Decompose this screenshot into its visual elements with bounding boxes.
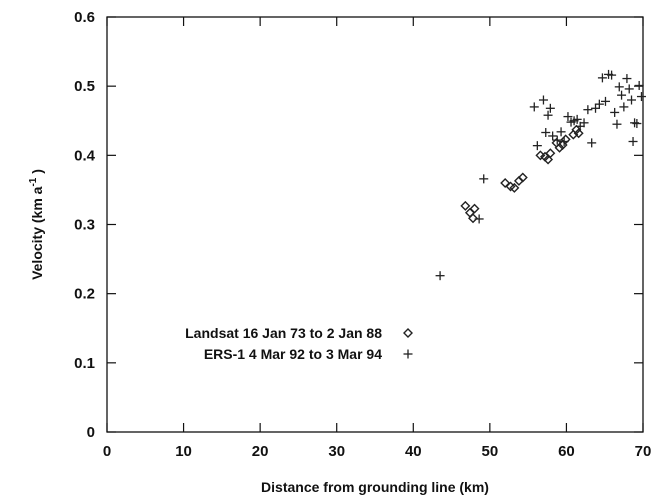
ers1-point [622, 74, 631, 83]
x-tick-label: 30 [328, 443, 345, 460]
y-tick-label: 0.4 [74, 147, 96, 164]
y-axis-title-main: Velocity (km a [29, 186, 45, 280]
ers1-point [610, 108, 619, 117]
ers1-point [530, 102, 539, 111]
x-axis-ticks: 0 10 20 30 40 50 60 70 [103, 17, 652, 460]
ers1-point [583, 105, 592, 114]
ers1-point [619, 102, 628, 111]
data-marks [436, 70, 646, 280]
y-tick-label: 0.6 [74, 9, 95, 26]
ers1-point [617, 91, 626, 100]
ers1-point [546, 104, 555, 113]
legend-marker-plus [404, 350, 413, 359]
y-tick-label: 0.2 [74, 286, 95, 303]
x-tick-label: 20 [252, 443, 269, 460]
y-tick-label: 0.3 [74, 217, 95, 234]
ers1-point [587, 138, 596, 147]
y-axis-ticks: 0 0.1 0.2 0.3 0.4 0.5 0.6 [74, 9, 643, 441]
y-axis-title-close: ) [29, 169, 45, 178]
ers1-point [627, 96, 636, 105]
ers1-point [632, 119, 641, 128]
legend-label-landsat: Landsat 16 Jan 73 to 2 Jan 88 [185, 325, 382, 341]
ers1-point [637, 92, 646, 101]
ers1-point [436, 271, 445, 280]
ers1-point [591, 104, 600, 113]
ers1-point [479, 174, 488, 183]
ers1-point [630, 118, 639, 127]
ers1-point [615, 82, 624, 91]
x-axis-title: Distance from grounding line (km) [261, 479, 489, 495]
plot-frame [107, 17, 643, 432]
x-tick-label: 10 [175, 443, 192, 460]
legend-marker-diamond [404, 329, 412, 337]
x-tick-label: 60 [558, 443, 575, 460]
y-axis-title: Velocity (km a-1 ) [28, 169, 45, 280]
ers1-point [635, 81, 644, 90]
ers1-point [557, 127, 566, 136]
ers1-point [539, 96, 548, 105]
x-tick-label: 0 [103, 443, 111, 460]
y-tick-label: 0 [87, 424, 95, 441]
landsat-point [461, 202, 469, 210]
landsat-point [469, 214, 477, 222]
legend: Landsat 16 Jan 73 to 2 Jan 88 ERS-1 4 Ma… [185, 325, 412, 362]
landsat-point [562, 135, 570, 143]
ers1-point [533, 141, 542, 150]
y-tick-label: 0.5 [74, 78, 95, 95]
ers1-point [475, 214, 484, 223]
ers1-point [625, 84, 634, 93]
ers1-point [629, 137, 638, 146]
ers1-point [544, 111, 553, 120]
landsat-point [510, 184, 518, 192]
y-tick-label: 0.1 [74, 355, 95, 372]
legend-label-ers1: ERS-1 4 Mar 92 to 3 Mar 94 [204, 346, 382, 362]
x-tick-label: 40 [405, 443, 422, 460]
ers1-point [612, 120, 621, 129]
x-tick-label: 50 [482, 443, 499, 460]
x-tick-label: 70 [635, 443, 652, 460]
